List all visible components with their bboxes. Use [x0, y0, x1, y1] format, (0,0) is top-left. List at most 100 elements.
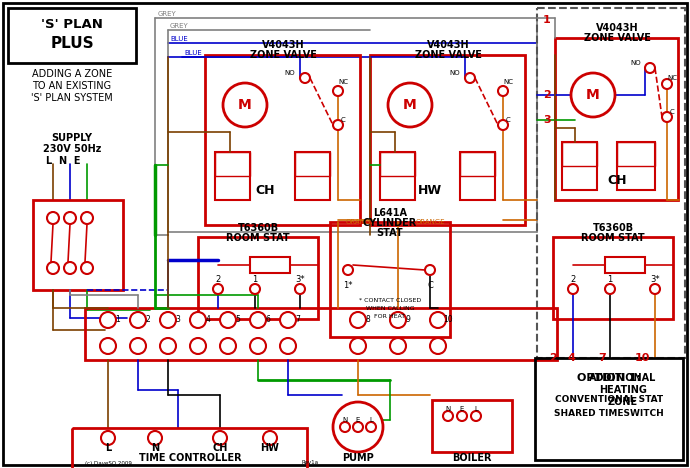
Text: C: C	[341, 117, 346, 123]
Text: 2: 2	[543, 90, 551, 100]
Text: NO: NO	[631, 60, 641, 66]
Bar	[198, 237, 318, 319]
Circle shape	[662, 112, 672, 122]
Text: * CONTACT CLOSED: * CONTACT CLOSED	[359, 298, 421, 302]
Text: BLUE: BLUE	[184, 50, 201, 56]
Text: 8: 8	[366, 315, 371, 324]
Text: GREY: GREY	[170, 23, 189, 29]
Text: OPTION 1:: OPTION 1:	[577, 373, 641, 383]
Circle shape	[340, 422, 350, 432]
Text: N: N	[445, 406, 451, 412]
Text: 1: 1	[253, 276, 257, 285]
Text: 10: 10	[635, 353, 651, 363]
Bar	[605, 257, 645, 273]
Text: SHARED TIMESWITCH: SHARED TIMESWITCH	[554, 410, 664, 418]
Circle shape	[571, 73, 615, 117]
Circle shape	[425, 265, 435, 275]
Text: V4043H: V4043H	[262, 40, 304, 50]
Circle shape	[605, 284, 615, 294]
Circle shape	[148, 431, 162, 445]
Text: 3: 3	[543, 115, 551, 125]
Text: 2: 2	[571, 276, 575, 285]
Text: ROOM STAT: ROOM STAT	[226, 233, 290, 243]
Circle shape	[568, 284, 578, 294]
Circle shape	[350, 312, 366, 328]
Circle shape	[101, 431, 115, 445]
Text: STAT: STAT	[377, 228, 404, 238]
Text: 3*: 3*	[650, 276, 660, 285]
Text: CH: CH	[213, 443, 228, 453]
Text: ADDITIONAL: ADDITIONAL	[589, 373, 657, 383]
Bar	[617, 142, 655, 166]
Circle shape	[190, 338, 206, 354]
Circle shape	[333, 120, 343, 130]
Bar	[8, 8, 136, 63]
Circle shape	[160, 338, 176, 354]
Text: ROOM STAT: ROOM STAT	[581, 233, 645, 243]
Circle shape	[190, 312, 206, 328]
Text: M: M	[586, 88, 600, 102]
Text: NC: NC	[338, 79, 348, 85]
Text: FOR HEAT: FOR HEAT	[375, 314, 406, 319]
Text: NC: NC	[503, 79, 513, 85]
Circle shape	[498, 86, 508, 96]
Circle shape	[64, 212, 76, 224]
Bar	[553, 237, 673, 319]
Text: 4: 4	[567, 353, 575, 363]
Circle shape	[130, 338, 146, 354]
Text: NO: NO	[450, 70, 460, 76]
Text: HW: HW	[418, 183, 442, 197]
Bar	[380, 152, 415, 200]
Text: CONVENTIONAL STAT: CONVENTIONAL STAT	[555, 395, 663, 404]
Circle shape	[250, 284, 260, 294]
Text: T6360B: T6360B	[237, 223, 279, 233]
Text: TIME CONTROLLER: TIME CONTROLLER	[139, 453, 241, 463]
Bar	[33, 200, 123, 290]
Bar	[460, 152, 495, 176]
Circle shape	[645, 63, 655, 73]
Bar	[535, 358, 683, 460]
Text: E: E	[356, 417, 360, 423]
Circle shape	[471, 411, 481, 421]
Text: HEATING: HEATING	[599, 385, 647, 395]
Circle shape	[390, 312, 406, 328]
Bar	[537, 8, 685, 358]
Text: M: M	[403, 98, 417, 112]
Circle shape	[220, 338, 236, 354]
Circle shape	[498, 120, 508, 130]
Bar	[85, 308, 557, 360]
Bar	[205, 55, 360, 225]
Text: N: N	[151, 443, 159, 453]
Circle shape	[250, 338, 266, 354]
Circle shape	[465, 73, 475, 83]
Circle shape	[213, 284, 223, 294]
Circle shape	[64, 262, 76, 274]
Text: 1*: 1*	[343, 280, 353, 290]
Text: 2: 2	[215, 276, 221, 285]
Text: CH: CH	[255, 183, 275, 197]
Circle shape	[100, 338, 116, 354]
Text: 6: 6	[266, 315, 270, 324]
Bar	[460, 152, 495, 200]
Text: CYLINDER: CYLINDER	[363, 218, 417, 228]
Bar	[370, 55, 525, 225]
Text: 1: 1	[543, 15, 551, 25]
Text: BOILER: BOILER	[452, 453, 492, 463]
Text: T6360B: T6360B	[593, 223, 633, 233]
Text: V4043H: V4043H	[595, 23, 638, 33]
Text: SUPPLY: SUPPLY	[52, 133, 92, 143]
Text: 'S' PLAN SYSTEM: 'S' PLAN SYSTEM	[31, 93, 113, 103]
Circle shape	[366, 422, 376, 432]
Circle shape	[81, 212, 93, 224]
Circle shape	[130, 312, 146, 328]
Text: 230V 50Hz: 230V 50Hz	[43, 144, 101, 154]
Text: V4043H: V4043H	[426, 40, 469, 50]
Text: N: N	[342, 417, 348, 423]
Text: BLUE: BLUE	[170, 36, 188, 42]
Text: L: L	[474, 406, 478, 412]
Text: ADDING A ZONE: ADDING A ZONE	[32, 69, 112, 79]
Text: ZONE VALVE: ZONE VALVE	[250, 50, 317, 60]
Circle shape	[650, 284, 660, 294]
Circle shape	[280, 338, 296, 354]
Circle shape	[263, 431, 277, 445]
